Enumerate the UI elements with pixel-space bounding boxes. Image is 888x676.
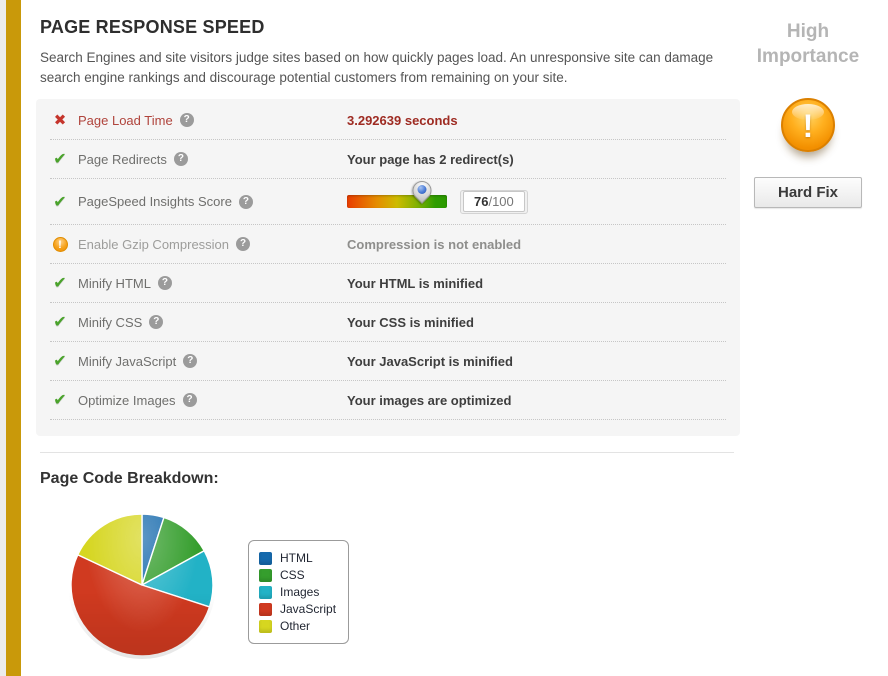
check-icon: ✔: [53, 193, 67, 211]
row-value: 3.292639 seconds: [347, 112, 458, 128]
pie-chart[interactable]: [68, 511, 216, 659]
warning-icon: !: [50, 235, 70, 253]
legend-label: JavaScript: [280, 602, 337, 616]
row-label: Minify HTML: [78, 275, 151, 291]
row-optimize-images: ✔ Optimize Images ? Your images are opti…: [50, 381, 726, 420]
row-label: Enable Gzip Compression: [78, 236, 230, 252]
row-label: Minify JavaScript: [78, 353, 177, 369]
section-divider: [40, 452, 734, 453]
row-minify-css: ✔ Minify CSS ? Your CSS is minified: [50, 303, 726, 342]
row-value: Compression is not enabled: [347, 236, 522, 252]
chart-legend: HTML CSS Images JavaScript Other: [248, 540, 350, 644]
checks-panel: ✖ Page Load Time ? 3.292639 seconds ✔ Pa…: [36, 99, 740, 436]
page-left-gutter: [0, 0, 6, 676]
section-content: PAGE RESPONSE SPEED Search Engines and s…: [36, 0, 740, 670]
check-icon: ✔: [53, 353, 67, 370]
score-value: 76: [474, 193, 489, 209]
pagespeed-score-cell: 76/100: [347, 177, 528, 214]
help-icon[interactable]: ?: [183, 354, 198, 368]
pie-slice-images: [141, 550, 214, 608]
check-icon: ✔: [53, 314, 67, 331]
row-value: Your JavaScript is minified: [347, 353, 513, 369]
row-minify-javascript: ✔ Minify JavaScript ? Your JavaScript is…: [50, 342, 726, 381]
row-label: PageSpeed Insights Score: [78, 194, 232, 209]
help-icon[interactable]: ?: [236, 237, 251, 251]
hard-fix-button[interactable]: Hard Fix: [753, 177, 862, 208]
score-gradient-track: [347, 177, 447, 208]
legend-item-javascript: JavaScript: [259, 602, 336, 616]
legend-swatch: [259, 585, 272, 599]
legend-swatch: [259, 568, 272, 582]
row-value: Your images are optimized: [347, 392, 512, 408]
help-icon[interactable]: ?: [157, 276, 172, 290]
row-page-redirects: ✔ Page Redirects ? Your page has 2 redir…: [50, 140, 726, 179]
row-pagespeed-score: ✔ PageSpeed Insights Score ? 76/100: [50, 177, 726, 225]
legend-item-other: Other: [259, 619, 336, 633]
row-page-load-time: ✖ Page Load Time ? 3.292639 seconds: [50, 101, 726, 140]
legend-item-images: Images: [259, 585, 336, 599]
pie-slice-javascript: [70, 554, 211, 657]
legend-item-html: HTML: [259, 551, 336, 565]
row-value: Your HTML is minified: [347, 275, 484, 291]
breakdown-heading: Page Code Breakdown:: [40, 470, 219, 487]
row-value: Your CSS is minified: [347, 314, 474, 330]
help-icon[interactable]: ?: [173, 152, 188, 166]
page-title: PAGE RESPONSE SPEED: [40, 17, 265, 37]
help-icon[interactable]: ?: [149, 315, 164, 329]
row-value: Your page has 2 redirect(s): [347, 151, 514, 167]
check-icon: ✔: [53, 392, 67, 409]
row-gzip-compression: ! Enable Gzip Compression ? Compression …: [50, 225, 726, 264]
help-icon[interactable]: ?: [182, 393, 197, 407]
row-label: Minify CSS: [78, 314, 143, 330]
importance-column: High Importance ! Hard Fix: [746, 0, 870, 208]
section-description: Search Engines and site visitors judge s…: [40, 50, 714, 85]
score-marker-pin-icon: [408, 177, 436, 208]
page-code-breakdown-chart: HTML CSS Images JavaScript Other: [36, 488, 740, 670]
help-icon[interactable]: ?: [179, 113, 194, 127]
row-label: Page Load Time: [78, 112, 173, 128]
help-icon[interactable]: ?: [238, 194, 253, 209]
legend-swatch: [259, 602, 272, 616]
legend-label: Images: [280, 585, 320, 599]
legend-label: CSS: [280, 568, 305, 582]
row-label: Page Redirects: [78, 151, 167, 167]
cross-icon: ✖: [53, 111, 67, 129]
legend-item-css: CSS: [259, 568, 336, 582]
alert-exclamation-icon: !: [781, 98, 835, 152]
score-max: /100: [488, 193, 514, 209]
pie-slice-other: [77, 513, 143, 586]
check-icon: ✔: [53, 151, 67, 168]
check-icon: ✔: [53, 275, 67, 292]
importance-accent-bar: [6, 0, 21, 676]
row-label: Optimize Images: [78, 392, 176, 408]
legend-label: Other: [280, 619, 311, 633]
score-box: 76/100: [460, 189, 528, 214]
legend-swatch: [259, 551, 272, 565]
row-minify-html: ✔ Minify HTML ? Your HTML is minified: [50, 264, 726, 303]
importance-label: High Importance: [756, 21, 860, 67]
legend-swatch: [259, 619, 272, 633]
legend-label: HTML: [280, 551, 313, 565]
